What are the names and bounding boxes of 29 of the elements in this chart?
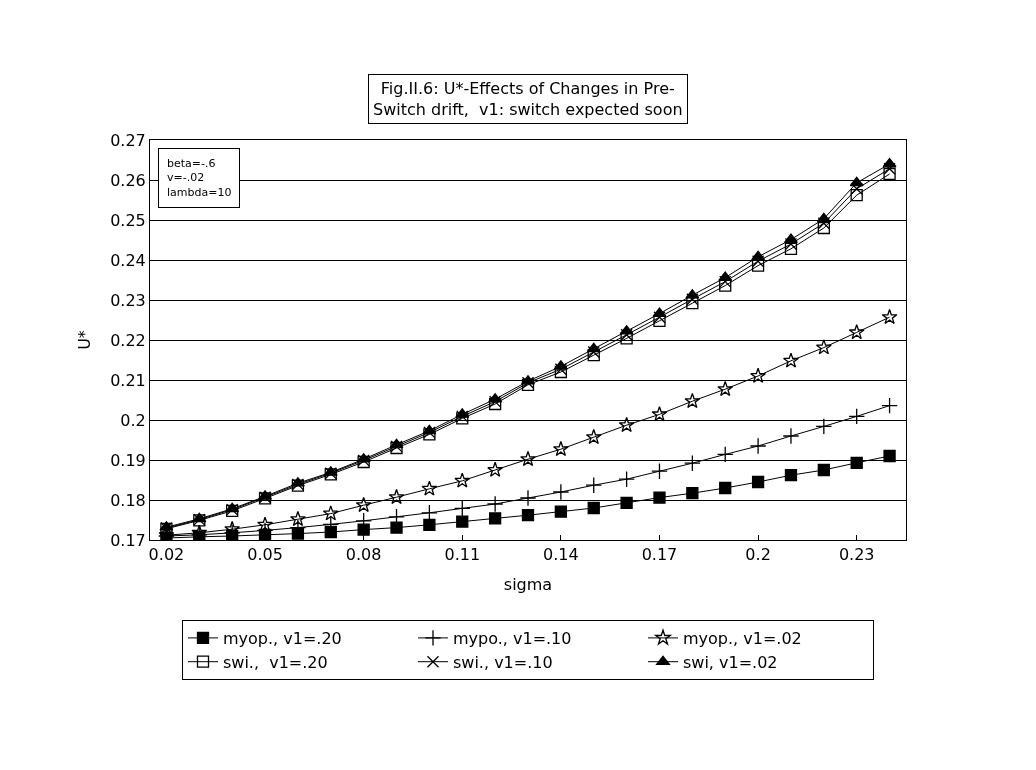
x-tick-label: 0.17	[641, 545, 678, 565]
x-axis-title: sigma	[503, 574, 553, 594]
chart-title: Fig.II.6: U*-Effects of Changes in Pre- Switch drift, v1: switch expected soon	[373, 79, 683, 119]
y-tick-label: 0.2	[120, 410, 146, 430]
y-tick-label: 0.26	[110, 170, 146, 190]
x-tick-label: 0.14	[543, 545, 579, 565]
y-tick-label: 0.21	[110, 370, 146, 390]
annotation: beta=-.6 v=-.02 lambda=10	[167, 157, 232, 199]
x-tick-label: 0.05	[247, 545, 283, 565]
y-tick-label: 0.23	[110, 290, 146, 310]
legend-label: swi, v1=.02	[683, 652, 778, 672]
legend-label: swi., v1=.10	[453, 652, 553, 672]
y-tick-label: 0.22	[110, 330, 146, 350]
y-tick-label: 0.24	[110, 250, 146, 270]
y-tick-label: 0.17	[110, 530, 146, 550]
y-axis-title: U*	[75, 330, 95, 350]
legend-label: swi., v1=.20	[223, 652, 328, 672]
legend-label: myop., v1=.02	[683, 629, 802, 649]
x-tick-label: 0.11	[444, 545, 481, 565]
x-tick-label: 0.08	[345, 545, 382, 565]
x-tick-label: 0.23	[838, 545, 875, 565]
legend-label: mypo., v1=.10	[453, 629, 572, 649]
y-tick-label: 0.18	[110, 490, 146, 510]
legend-label: myop., v1=.20	[223, 629, 342, 649]
y-tick-label: 0.27	[110, 130, 146, 150]
y-tick-label: 0.25	[110, 210, 146, 230]
x-tick-label: 0.02	[148, 545, 185, 565]
y-tick-label: 0.19	[110, 450, 146, 470]
x-tick-label: 0.2	[745, 545, 771, 565]
